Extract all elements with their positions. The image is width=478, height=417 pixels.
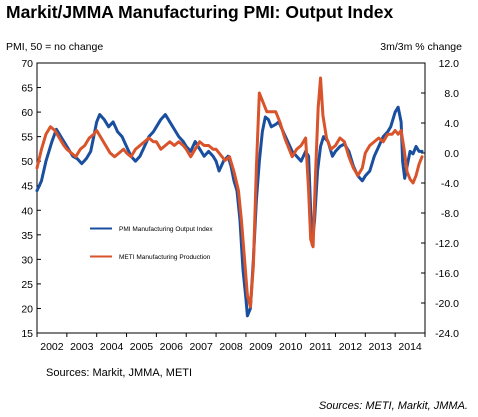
y-left-tick-label: 30 <box>21 254 33 266</box>
y-right-tick-label: -8.0 <box>441 208 459 220</box>
y-left-tick-label: 55 <box>21 132 33 144</box>
y-axis-left-label: PMI, 50 = no change <box>6 41 104 53</box>
x-tick-label: 2010 <box>279 341 303 353</box>
x-tick-label: 2006 <box>160 341 184 353</box>
y-left-tick-label: 15 <box>21 328 33 340</box>
y-left-tick-label: 45 <box>21 181 33 193</box>
y-left-tick-label: 65 <box>21 83 33 95</box>
y-left-tick-label: 25 <box>21 279 33 291</box>
legend-label-pmi: PMI Manufacturing Output Index <box>119 226 213 233</box>
y-left-tick-label: 35 <box>21 230 33 242</box>
y-right-tick-label: -4.0 <box>441 178 459 190</box>
y-right-tick-label: -16.0 <box>435 268 459 280</box>
x-tick-label: 2008 <box>219 341 243 353</box>
y-left-tick-label: 70 <box>21 58 33 70</box>
source-note-right: Sources: METI, Markit, JMMA. <box>318 400 468 412</box>
x-tick-label: 2011 <box>309 341 332 353</box>
x-tick-label: 2002 <box>40 341 64 353</box>
legend-label-meti: METI Manufacturing Production <box>119 254 211 261</box>
x-tick-label: 2003 <box>70 341 94 353</box>
y-left-tick-label: 20 <box>21 303 33 315</box>
y-right-tick-label: 4.0 <box>444 118 459 130</box>
chart-title: Markit/JMMA Manufacturing PMI: Output In… <box>6 2 394 22</box>
y-right-tick-label: -20.0 <box>435 298 459 310</box>
x-tick-label: 2009 <box>249 341 273 353</box>
x-tick-label: 2012 <box>339 341 363 353</box>
x-tick-label: 2004 <box>100 341 124 353</box>
series-line-pmi-output <box>35 105 424 318</box>
plot-frame <box>36 62 426 334</box>
y-left-tick-label: 50 <box>21 156 33 168</box>
x-tick-label: 2005 <box>130 341 154 353</box>
x-tick-label: 2007 <box>189 341 213 353</box>
y-right-tick-label: -12.0 <box>435 238 459 250</box>
y-right-tick-label: 0.0 <box>444 148 459 160</box>
y-right-tick-label: -24.0 <box>435 328 459 340</box>
y-left-tick-label: 40 <box>21 205 33 217</box>
x-tick-label: 2013 <box>369 341 393 353</box>
series-line-meti-production <box>35 76 424 309</box>
y-left-tick-label: 60 <box>21 107 33 119</box>
y-axis-right-label: 3m/3m % change <box>380 41 462 53</box>
x-tick-label: 2014 <box>398 341 422 353</box>
legend: PMI Manufacturing Output Index METI Manu… <box>90 226 213 261</box>
source-note-left: Sources: Markit, JMMA, METI <box>46 367 193 379</box>
y-right-tick-label: 12.0 <box>439 58 460 70</box>
y-right-tick-label: 8.0 <box>444 88 459 100</box>
